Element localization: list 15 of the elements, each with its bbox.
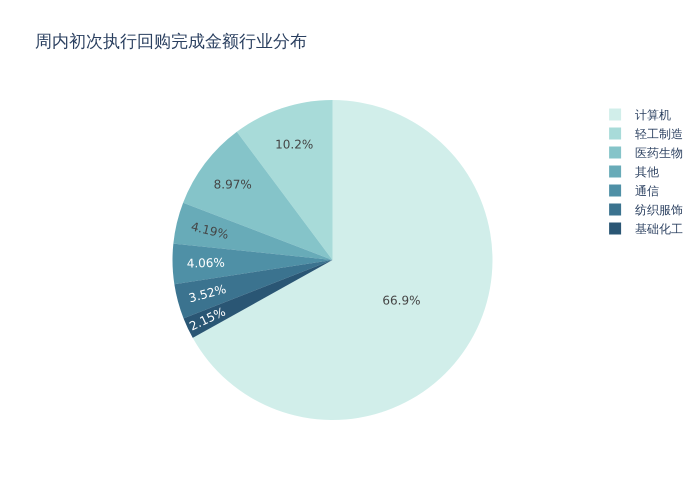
legend-label: 其他 [635,165,660,180]
legend-label: 基础化工 [635,222,684,236]
data-label: 4.06% [186,256,226,271]
data-label: 4.19% [190,219,230,242]
pie-slice [172,244,332,284]
data-label: 8.97% [214,177,252,192]
legend-label: 医药生物 [635,146,684,160]
legend-label: 通信 [635,184,660,198]
data-label: 66.9% [382,294,421,308]
legend-label: 轻工制造 [635,127,684,142]
data-label: 10.2% [275,138,314,152]
legend-label: 计算机 [635,108,672,122]
data-label: 3.52% [187,282,228,306]
chart-title: 周内初次执行回购完成金额行业分布 [35,32,307,52]
legend-label: 纺织服饰 [635,203,684,218]
